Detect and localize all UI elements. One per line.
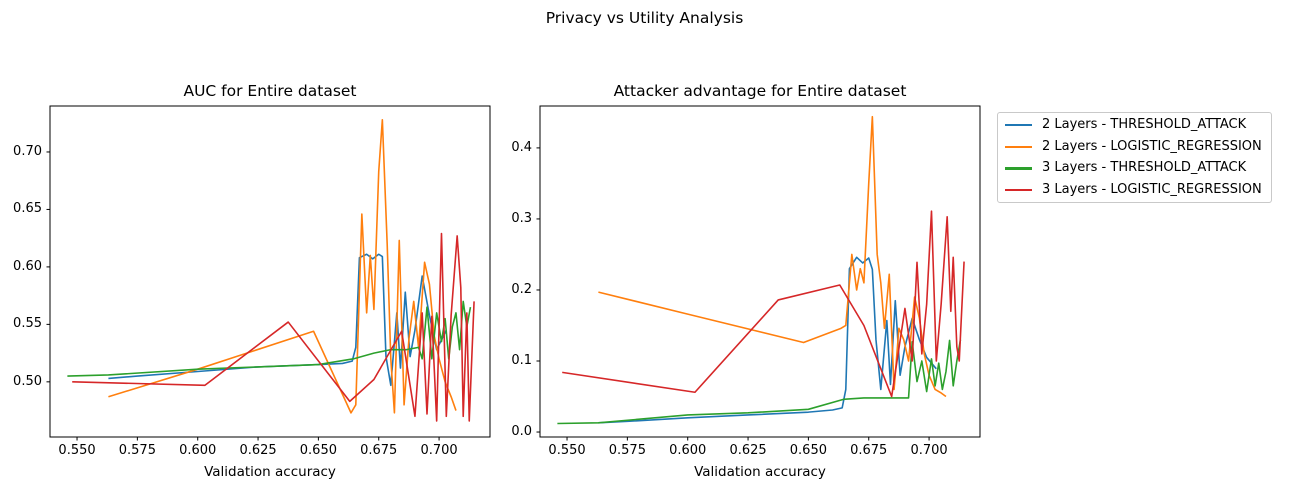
legend-box: 2 Layers - THRESHOLD_ATTACK 2 Layers - LO…	[997, 112, 1272, 204]
series-lines-plot-1	[557, 115, 965, 425]
advantage-xaxis-label: Validation accuracy	[694, 464, 826, 480]
axes-frame-plot-1	[539, 105, 981, 438]
tick-marks-plot-0	[46, 151, 440, 441]
auc-plot-title: AUC for Entire dataset	[183, 82, 357, 100]
x-tick-label: 0.650	[789, 443, 827, 458]
line-2-layers-logistic-regression	[598, 115, 947, 398]
legend-label: 2 Layers - LOGISTIC_REGRESSION	[1042, 138, 1262, 154]
x-tick-label: 0.700	[420, 443, 458, 458]
y-tick-label: 0.50	[13, 373, 42, 389]
axes-frame-plot-0	[49, 105, 491, 438]
legend-label: 3 Layers - THRESHOLD_ATTACK	[1042, 160, 1247, 176]
legend-line-swatch	[1005, 167, 1032, 170]
legend-label: 2 Layers - THRESHOLD_ATTACK	[1042, 116, 1247, 132]
line-2-layers-threshold-attack	[598, 256, 937, 424]
x-tick-label: 0.650	[299, 443, 337, 458]
y-tick-label: 0.55	[13, 316, 42, 332]
x-tick-label: 0.625	[729, 443, 767, 458]
x-tick-label: 0.700	[910, 443, 948, 458]
x-tick-label: 0.575	[608, 443, 646, 458]
legend-item-1: 2 Layers - LOGISTIC_REGRESSION	[1005, 136, 1262, 158]
y-tick-label: 0.2	[511, 281, 532, 297]
legend-line-swatch	[1005, 189, 1032, 192]
legend-line-swatch	[1005, 145, 1032, 148]
legend-item-0: 2 Layers - THRESHOLD_ATTACK	[1005, 114, 1262, 136]
auc-xaxis-label: Validation accuracy	[204, 464, 336, 480]
y-tick-label: 0.1	[511, 352, 532, 368]
x-tick-label: 0.600	[179, 443, 217, 458]
line-2-layers-logistic-regression	[108, 118, 457, 414]
x-tick-label: 0.550	[548, 443, 586, 458]
line-3-layers-threshold-attack	[67, 300, 472, 377]
legend-item-2: 3 Layers - THRESHOLD_ATTACK	[1005, 158, 1262, 180]
line-3-layers-logistic-regression	[72, 232, 475, 422]
figure-suptitle: Privacy vs Utility Analysis	[545, 9, 744, 27]
legend-label: 3 Layers - LOGISTIC_REGRESSION	[1042, 182, 1262, 198]
y-tick-label: 0.60	[13, 258, 42, 274]
x-tick-label: 0.575	[118, 443, 156, 458]
y-tick-label: 0.65	[13, 201, 42, 217]
y-tick-label: 0.4	[511, 139, 532, 155]
legend-line-swatch	[1005, 123, 1032, 126]
y-tick-label: 0.70	[13, 143, 42, 159]
x-tick-label: 0.675	[360, 443, 398, 458]
advantage-plot-title: Attacker advantage for Entire dataset	[613, 82, 907, 100]
legend-item-3: 3 Layers - LOGISTIC_REGRESSION	[1005, 179, 1262, 201]
y-tick-label: 0.0	[511, 424, 532, 440]
y-tick-label: 0.3	[511, 210, 532, 226]
tick-marks-plot-1	[536, 147, 930, 441]
line-3-layers-logistic-regression	[562, 210, 965, 398]
x-tick-label: 0.600	[669, 443, 707, 458]
line-3-layers-threshold-attack	[557, 339, 962, 425]
series-lines-plot-0	[67, 118, 475, 422]
x-tick-label: 0.625	[239, 443, 277, 458]
x-tick-label: 0.675	[850, 443, 888, 458]
x-tick-label: 0.550	[58, 443, 96, 458]
